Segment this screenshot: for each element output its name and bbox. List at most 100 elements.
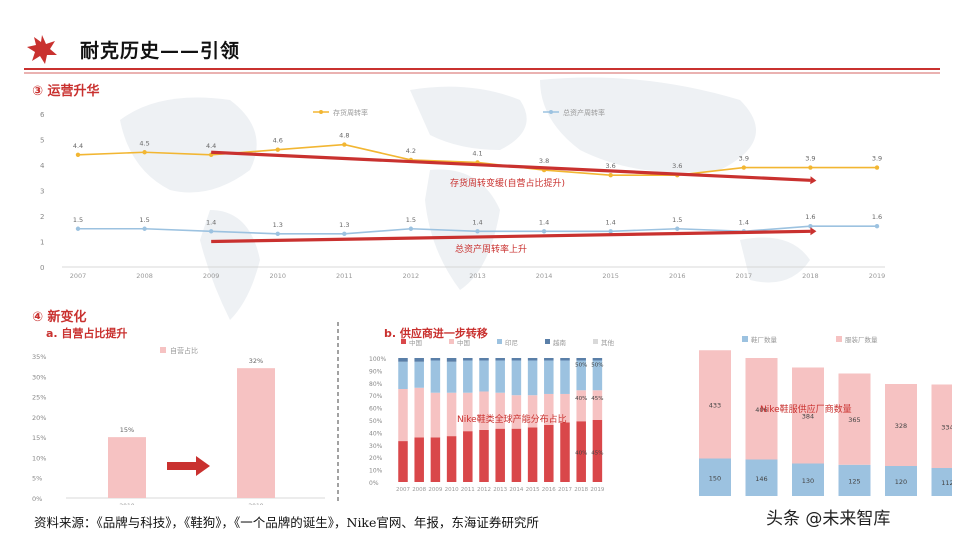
bar-label: 433 (709, 401, 721, 409)
stacked-bar-segment (430, 437, 441, 482)
y-tick-label: 10% (369, 468, 383, 475)
data-label: 1.4 (539, 218, 549, 226)
bar-label: 334 (941, 423, 952, 431)
data-label: 1.5 (139, 216, 149, 224)
data-point (675, 226, 680, 231)
legend-swatch (742, 336, 748, 342)
data-point (874, 165, 880, 170)
x-tick-label: 2016 (542, 487, 556, 493)
legend-label: 其他 (601, 338, 615, 347)
stacked-bar-segment (576, 360, 586, 391)
x-tick-label: 2019 (248, 503, 263, 505)
data-label: 4.8 (339, 132, 349, 140)
stacked-bar-segment (463, 358, 473, 361)
legend-swatch (836, 336, 842, 342)
y-tick-label: 25% (32, 394, 46, 402)
data-label: 4.6 (273, 137, 283, 145)
y-tick-label: 50% (369, 418, 383, 425)
legend-label: 鞋厂数量 (751, 335, 778, 344)
x-tick-label: 2008 (412, 487, 426, 493)
bar-label: 130 (802, 477, 814, 485)
stacked-bar-segment (699, 458, 731, 496)
data-label: 1.3 (339, 221, 349, 229)
stacked-bar-segment (414, 361, 424, 388)
y-tick-label: 4 (40, 162, 45, 170)
x-tick-label: 2019 (869, 272, 886, 280)
y-tick-label: 20% (369, 455, 383, 462)
x-tick-label: 2010 (119, 503, 134, 505)
stacked-bar-segment (544, 424, 554, 482)
data-point (208, 229, 214, 234)
stacked-bar-segment (576, 358, 586, 361)
stacked-bar-segment (885, 384, 917, 466)
stacked-bar-segment (792, 367, 824, 464)
stacked-bar-segment (544, 360, 554, 394)
self-operated-share-chart: 0% 5% 10% 15% 20% 25% 30% 35% 自营占比 2010 15% 2019 32% (32, 346, 325, 505)
stacked-bar-segment (479, 429, 489, 482)
legend-label: 印尼 (505, 339, 518, 347)
stacked-bar-segment (495, 360, 505, 393)
x-tick-label: 2018 (574, 487, 588, 493)
y-tick-label: 100% (369, 356, 386, 363)
stacked-bar-segment (560, 422, 570, 482)
y-tick-label: 2 (40, 213, 44, 221)
x-tick-label: 2017 (736, 272, 753, 280)
x-tick-label: 2007 (70, 272, 87, 280)
data-label: 1.5 (406, 216, 416, 224)
source-note: 资料来源：《品牌与科技》，《鞋狗》，《一个品牌的诞生》，Nike官网、年报，东海… (34, 515, 539, 530)
x-tick-label: 2011 (461, 487, 475, 493)
point-label: 40% (575, 396, 587, 402)
stacked-bar-segment (463, 431, 473, 482)
x-tick-label: 2015 (602, 272, 619, 280)
data-label: 3.8 (539, 157, 549, 165)
stacked-bar-segment (576, 390, 586, 422)
x-tick-label: 2013 (493, 487, 507, 493)
data-label: 4.4 (206, 142, 216, 150)
legend-marker (319, 110, 323, 114)
chart-b-title: b. 供应商进一步转移 (384, 327, 488, 340)
y-tick-label: 5% (32, 475, 42, 483)
stacked-bar-segment (495, 358, 505, 361)
y-tick-label: 3 (40, 188, 44, 196)
stacked-bar-segment (544, 358, 554, 361)
legend-label: 自营占比 (170, 346, 198, 355)
bar-label: 150 (709, 474, 721, 482)
stacked-bar-segment (576, 421, 586, 482)
y-tick-label: 40% (369, 430, 383, 437)
stacked-bar-segment (745, 459, 778, 496)
data-point (75, 152, 81, 157)
section-title-operations: ③ 运营升华 (32, 84, 100, 99)
point-label: 50% (591, 363, 603, 369)
data-label: 3.9 (739, 155, 749, 163)
data-label: 1.6 (872, 213, 882, 221)
point-label: 45% (591, 396, 603, 402)
red-star-icon (27, 35, 57, 64)
watermark: 头条 @未来智库 (766, 509, 891, 529)
stacked-bar-segment (592, 420, 603, 482)
stacked-bar-segment (527, 427, 538, 482)
stacked-bar-segment (931, 468, 952, 496)
stacked-bar-segment (414, 437, 424, 482)
stacked-bar-segment (838, 464, 871, 496)
bar-label: 125 (848, 477, 860, 485)
stacked-bar-segment (446, 358, 457, 362)
data-point (275, 147, 280, 152)
data-point (808, 165, 813, 170)
data-label: 3.6 (672, 162, 682, 170)
data-point (874, 224, 880, 229)
legend-label: 服装厂数量 (845, 335, 878, 344)
bar-label: 112 (941, 479, 952, 487)
y-tick-label: 60% (369, 406, 383, 413)
bar (237, 368, 275, 498)
stacked-bar-segment (592, 390, 603, 420)
legend-swatch (593, 339, 598, 344)
page-title: 耐克历史——引领 (80, 40, 241, 62)
y-tick-label: 6 (40, 111, 45, 119)
stacked-bar-segment (560, 358, 570, 361)
bar-label: 328 (895, 422, 907, 430)
bar (108, 437, 146, 498)
y-tick-label: 5 (40, 137, 44, 145)
data-label: 1.4 (472, 218, 482, 226)
x-tick-label: 2019 (590, 487, 604, 493)
bar-label: 384 (802, 413, 814, 421)
